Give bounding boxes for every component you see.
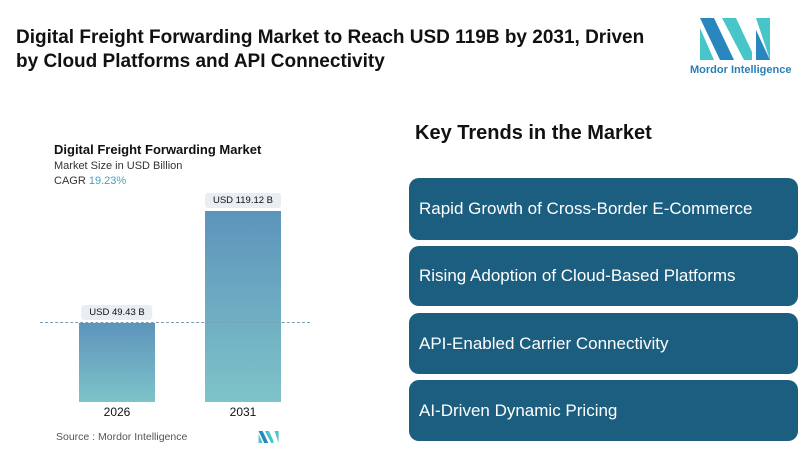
chart-subtitle: Market Size in USD Billion [54, 160, 183, 172]
trend-item: AI-Driven Dynamic Pricing [409, 380, 798, 441]
trend-item: Rapid Growth of Cross-Border E-Commerce [409, 178, 798, 240]
logo-text: Mordor Intelligence [690, 64, 792, 76]
reference-line [40, 322, 310, 323]
cagr: CAGR 19.23% [54, 175, 127, 187]
trend-item: API-Enabled Carrier Connectivity [409, 313, 798, 374]
data-label: USD 49.43 B [81, 304, 153, 320]
page-title: Digital Freight Forwarding Market to Rea… [16, 27, 645, 72]
x-tick-label: 2026 [103, 405, 131, 419]
bar-2031 [205, 211, 281, 402]
trends-heading: Key Trends in the Market [415, 122, 652, 144]
x-tick-label: 2031 [229, 405, 257, 419]
data-label: USD 119.12 B [204, 193, 282, 208]
chart-title: Digital Freight Forwarding Market [54, 142, 262, 157]
source: Source : Mordor Intelligence [56, 431, 188, 443]
bar-2026 [79, 322, 155, 402]
mordor-small-logo-icon [258, 431, 279, 443]
mordor-logo-icon [700, 18, 770, 60]
cagr-value: 19.23% [88, 175, 127, 187]
trend-item: Rising Adoption of Cloud-Based Platforms [409, 246, 798, 306]
